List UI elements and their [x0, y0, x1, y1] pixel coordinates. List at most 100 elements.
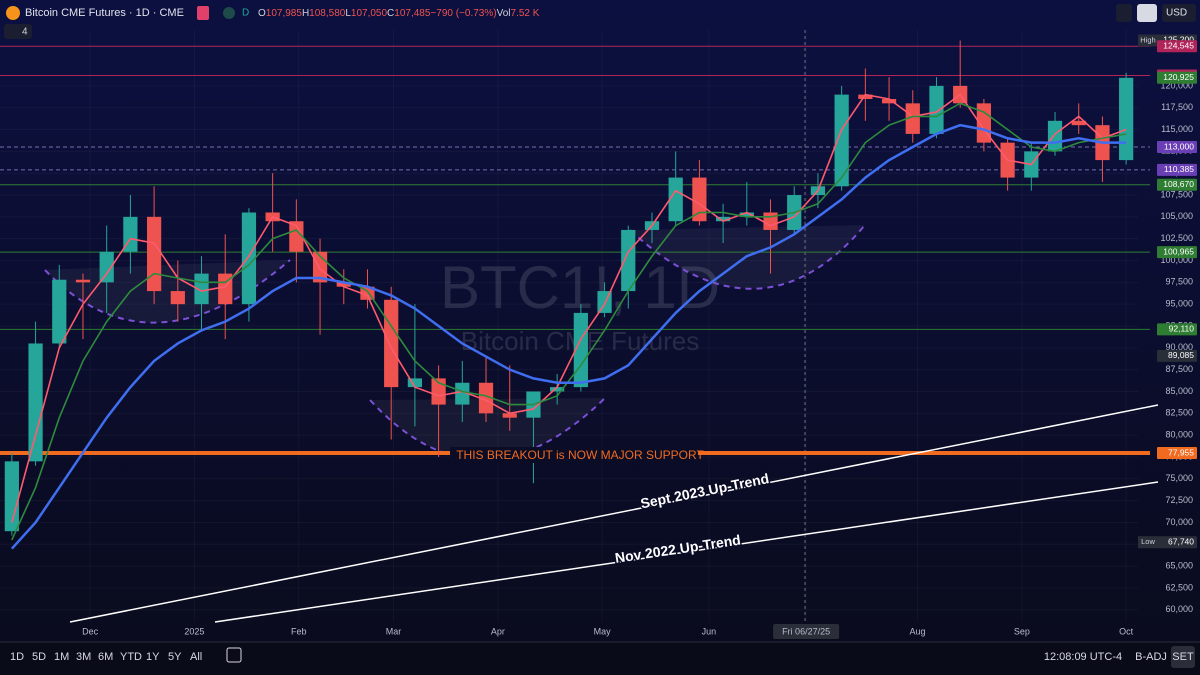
candle-body [336, 282, 351, 287]
price-badge [1157, 178, 1197, 191]
range-button[interactable]: 1M [54, 651, 69, 663]
price-badge [1157, 447, 1197, 460]
candle-body [431, 378, 446, 405]
candle-body [99, 251, 114, 283]
candle-body [692, 177, 707, 222]
y-tick-label: 72,500 [1165, 495, 1193, 505]
x-tick-label: Apr [491, 626, 505, 636]
quote-part: 108,580 [309, 8, 346, 19]
range-button[interactable]: 1D [10, 651, 24, 663]
x-tick-label: Dec [82, 626, 99, 636]
y-tick-label: 107,500 [1160, 189, 1193, 199]
price-badge [1157, 163, 1197, 176]
candle-body [241, 212, 257, 305]
y-tick-label: 87,500 [1165, 364, 1193, 374]
range-button[interactable]: 1Y [146, 651, 160, 663]
x-tick-label: Mar [386, 626, 402, 636]
flag[interactable] [197, 6, 209, 20]
y-tick-label: 75,000 [1165, 473, 1193, 483]
price-tag: Low [1141, 537, 1155, 546]
candle-body [28, 343, 43, 462]
quote-part: O [258, 8, 266, 19]
candle-body [1047, 120, 1063, 152]
y-tick-label: 102,500 [1160, 233, 1193, 243]
x-tick-label: 2025 [184, 626, 204, 636]
y-tick-label: 70,000 [1165, 517, 1193, 527]
candle-body [834, 94, 849, 187]
status-dot [223, 7, 235, 19]
currency[interactable]: USD [1166, 8, 1187, 19]
price-badge-label: 124,545 [1163, 40, 1194, 50]
clock: 12:08:09 UTC-4 [1044, 651, 1122, 663]
x-tick-label: Jun [702, 626, 717, 636]
quote-part: H [302, 8, 309, 19]
tag-box [1138, 536, 1158, 549]
candle-body [289, 221, 304, 252]
quote: O107,985H108,580L107,050C107,485−790 (−0… [258, 8, 540, 19]
quote-part: C [387, 8, 394, 19]
annotation: THIS BREAKOUT is NOW MAJOR SUPPORT [456, 448, 704, 462]
price-badge-label: 92,110 [1169, 324, 1195, 334]
candle-body [739, 212, 754, 217]
candle-body [502, 413, 517, 418]
quote-part: −790 (−0.73%) [430, 8, 496, 19]
price-badge [1157, 246, 1197, 259]
price-badge-label: 77,955 [1168, 447, 1194, 457]
candle-body [4, 461, 19, 532]
range-button[interactable]: YTD [120, 651, 142, 663]
y-tick-label: 95,000 [1165, 299, 1193, 309]
range-button[interactable]: 3M [76, 651, 91, 663]
adjust-button[interactable]: B-ADJ [1135, 651, 1167, 663]
price-badge [1157, 323, 1197, 336]
trend-line [69, 404, 1159, 623]
range-button[interactable]: 5Y [168, 651, 182, 663]
price-tag: High [1140, 35, 1155, 44]
candle-body [668, 177, 683, 222]
y-tick-label: 100,000 [1160, 255, 1193, 265]
y-tick-label: 60,000 [1165, 604, 1193, 614]
candle-body [455, 382, 470, 405]
range-button[interactable]: All [190, 651, 202, 663]
y-tick-label: 115,000 [1161, 124, 1193, 134]
range-button[interactable]: 6M [98, 651, 113, 663]
crosshair-label-box [773, 624, 840, 639]
candle-body [384, 299, 399, 388]
trend-line [214, 481, 1159, 623]
button[interactable] [1137, 4, 1157, 22]
candle-body [1071, 120, 1086, 126]
symbol-title[interactable]: Bitcoin CME Futures · 1D · CME [25, 7, 184, 19]
x-tick-label: Aug [910, 626, 926, 636]
candle-body [407, 378, 423, 388]
settings-button[interactable]: SET [1172, 651, 1194, 663]
date-range-button[interactable] [226, 647, 242, 663]
quote-part: 107,485 [394, 8, 431, 19]
candle-body [52, 279, 67, 344]
tag-box [1138, 34, 1158, 47]
indicator-count[interactable]: 4 [22, 27, 28, 38]
x-tick-label: Fri 06/27/25 [782, 626, 830, 636]
candle-body [881, 98, 897, 104]
y-tick-label: 85,000 [1165, 386, 1193, 396]
quote-part: L [345, 8, 351, 19]
quote-part: 107,050 [351, 8, 388, 19]
indicator-toggle[interactable] [4, 24, 32, 39]
quote-part: 107,985 [266, 8, 303, 19]
quote-part: Vol [497, 8, 511, 19]
range-button[interactable]: 5D [32, 651, 46, 663]
candle-body [75, 279, 91, 283]
button[interactable] [1116, 4, 1132, 22]
y-tick-label: 90,000 [1165, 342, 1193, 352]
price-badge-label: 120,925 [1163, 72, 1194, 82]
x-tick-label: May [594, 626, 612, 636]
candle-body [621, 229, 636, 292]
settings-box[interactable] [1171, 646, 1195, 668]
candle-body [858, 94, 873, 99]
candle-body [763, 212, 778, 230]
price-badge-label: 125,200 [1163, 35, 1194, 45]
annotation-box [450, 447, 698, 463]
toolbar [0, 642, 1200, 675]
currency-button[interactable] [1162, 4, 1196, 22]
x-tick-label: Sep [1014, 626, 1030, 636]
symbol-logo [6, 6, 20, 20]
candle-body [905, 103, 920, 134]
